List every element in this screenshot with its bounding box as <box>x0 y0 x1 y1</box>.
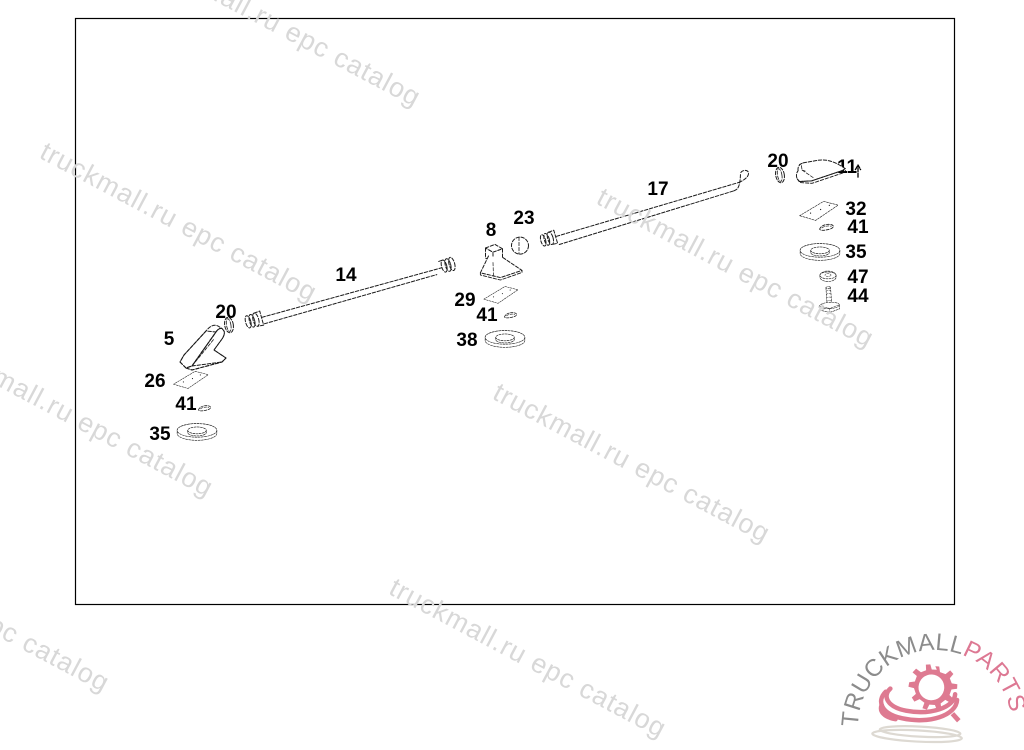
svg-text:47: 47 <box>847 267 868 288</box>
svg-text:44: 44 <box>847 286 869 307</box>
svg-text:35: 35 <box>845 242 867 263</box>
svg-text:41: 41 <box>847 217 869 238</box>
svg-text:17: 17 <box>647 179 668 200</box>
